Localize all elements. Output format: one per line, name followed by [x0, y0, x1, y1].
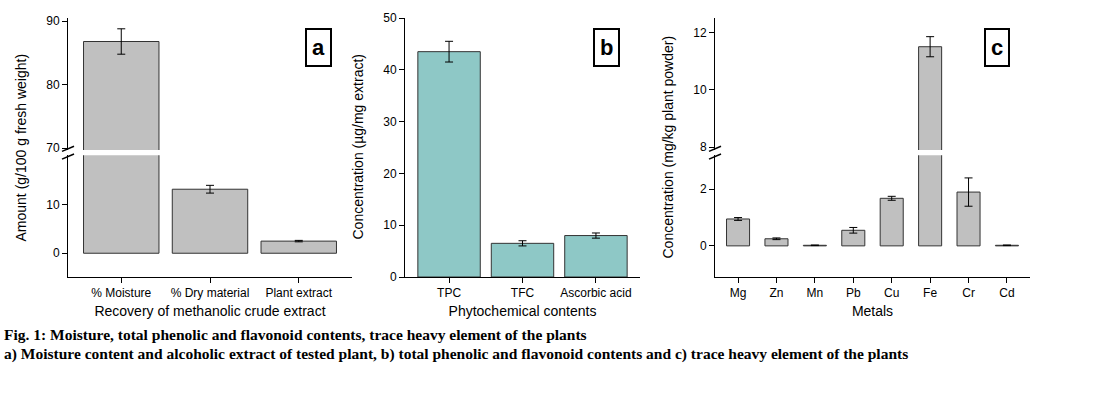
- svg-text:Pb: Pb: [846, 286, 861, 300]
- html-text:a) Moisture content and alcoho: a) Moisture content and alcoholic extrac…: [4, 345, 909, 362]
- svg-text:70: 70: [46, 141, 60, 155]
- svg-text:TFC: TFC: [511, 286, 535, 300]
- svg-text:a: a: [312, 35, 325, 60]
- svg-text:Ascorbic acid: Ascorbic acid: [560, 286, 631, 300]
- svg-text:Plant extract: Plant extract: [265, 286, 332, 300]
- svg-text:Phytochemical contents: Phytochemical contents: [449, 303, 597, 319]
- svg-text:80: 80: [46, 78, 60, 92]
- svg-text:2: 2: [700, 182, 707, 196]
- svg-text:0: 0: [53, 246, 60, 260]
- svg-text:Zn: Zn: [769, 286, 783, 300]
- svg-text:40: 40: [383, 63, 397, 77]
- svg-text:c: c: [991, 35, 1003, 60]
- svg-text:Cd: Cd: [999, 286, 1014, 300]
- svg-text:10: 10: [693, 83, 707, 97]
- html-text:Fig. 1: Moisture, total phenol: Fig. 1: Moisture, total phenolic and fla…: [4, 326, 587, 343]
- svg-text:10: 10: [383, 218, 397, 232]
- svg-text:30: 30: [383, 115, 397, 129]
- svg-text:Metals: Metals: [852, 303, 893, 319]
- svg-text:% Moisture: % Moisture: [91, 286, 151, 300]
- svg-text:Concentration (mg/kg plant pow: Concentration (mg/kg plant powder): [660, 36, 676, 259]
- svg-text:Recovery of methanolic crude e: Recovery of methanolic crude extract: [94, 303, 325, 319]
- svg-text:b: b: [600, 35, 613, 60]
- svg-text:Cr: Cr: [962, 286, 975, 300]
- svg-text:Amount (g/100 g fresh weight): Amount (g/100 g fresh weight): [13, 54, 29, 242]
- svg-text:90: 90: [46, 14, 60, 28]
- svg-text:0: 0: [700, 239, 707, 253]
- svg-text:8: 8: [700, 140, 707, 154]
- svg-text:20: 20: [383, 167, 397, 181]
- svg-text:50: 50: [383, 11, 397, 25]
- svg-text:10: 10: [46, 198, 60, 212]
- svg-text:Mg: Mg: [730, 286, 747, 300]
- svg-text:Mn: Mn: [807, 286, 824, 300]
- svg-text:TPC: TPC: [437, 286, 461, 300]
- svg-text:% Dry material: % Dry material: [171, 286, 250, 300]
- svg-text:0: 0: [390, 270, 397, 284]
- svg-text:12: 12: [693, 26, 707, 40]
- svg-text:Fe: Fe: [923, 286, 937, 300]
- svg-text:Concentration (µg/mg extract): Concentration (µg/mg extract): [350, 54, 366, 239]
- svg-text:Cu: Cu: [884, 286, 899, 300]
